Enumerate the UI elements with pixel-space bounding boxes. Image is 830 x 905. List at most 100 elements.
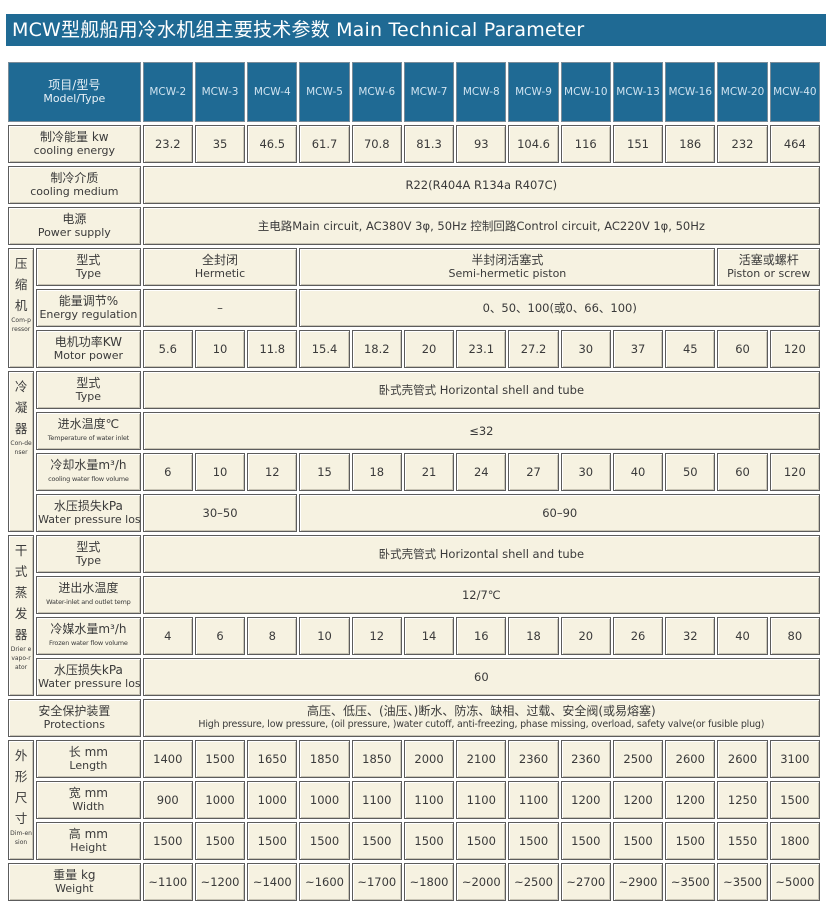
value-cell: 26 [612,617,664,655]
value-cell: 3100 [769,740,820,778]
value-cell: ~2900 [612,863,664,901]
row-label: 冷媒水量m³/h Frozen water flow volume [36,617,141,655]
value-cell: 2000 [403,740,455,778]
row-label-cn: 型式 [76,540,101,554]
row-label: 高 mm Height [36,822,141,860]
row-label-en: cooling water flow volume [48,475,129,483]
value-cell: 12 [351,617,402,655]
row-label-en: cooling medium [30,185,119,198]
table-row: 干式蒸发器 Drier evapo-rator 型式 Type 卧式壳管式 Horizo… [8,535,820,696]
value-cell: 11.8 [247,330,298,368]
value-cn: 高压、低压、(油压、)断水、防冻、缺相、过载、安全阀(或易熔塞) [306,704,656,718]
row-label-en: Water pressure loss [38,513,141,526]
value-cell: 活塞或螺杆 Piston or screw [717,248,820,286]
group-label: 外形尺寸 Dim-ension [8,740,35,860]
model-header-mcw-13: MCW-13 [612,62,664,122]
value-cell: 6 [194,617,246,655]
value-cell: 70.8 [351,125,402,163]
value-cell: 1100 [351,781,402,819]
group-label-cn: 压缩机 [14,256,28,313]
table-row: 进水温度℃ Temperature of water inlet ≤32 [8,412,820,450]
row-label-en: Width [72,800,105,813]
row-label-en: Frozen water flow volume [49,639,128,647]
value-cell: 120 [769,453,820,491]
table-row: 外形尺寸 Dim-ension 长 mm Length 1400 1500 1650 1850… [8,740,820,860]
value-cell: 1100 [508,781,559,819]
value-cell: ~1800 [403,863,455,901]
row-label-en: Motor power [53,349,124,362]
table-row: 高 mm Height 1500 1500 1500 1500 1500 1500 1500 15… [8,822,820,860]
value-en: Semi-hermetic piston [448,267,567,280]
value-cell: 40 [717,617,768,655]
row-label-cn: 高 mm [68,827,108,841]
row-label-cn: 重量 kg [53,868,96,882]
row-label: 型式 Type [36,535,141,573]
value-cell: 60 [717,453,768,491]
value-cell: ~3500 [665,863,716,901]
page-title: MCW型舰船用冷水机组主要技术参数 Main Technical Paramet… [6,14,826,46]
value-cn: 半封闭活塞式 [471,253,544,267]
value-cell: 10 [194,453,246,491]
value-cell: 45 [665,330,716,368]
header-label-cn: 项目/型号 [48,78,101,92]
value-cell: 21 [403,453,455,491]
group-label-cn: 冷凝器 [14,379,28,436]
value-cell: 60–90 [299,494,820,532]
group-label-en: Com-pressor [11,317,31,333]
value-cell: 60 [142,658,820,696]
row-label-en: Type [75,267,102,280]
value-cell: 32 [665,617,716,655]
model-header-mcw-10: MCW-10 [560,62,611,122]
table-row: 制冷能量 kw cooling energy 23.2 35 46.5 61.7 70.8 8… [8,125,820,163]
value-cell: R22(R404A R134a R407C) [142,166,820,204]
table-row: 重量 kg Weight ~1100 ~1200 ~1400 ~1600 ~1700 ~180… [8,863,820,901]
model-header-mcw-5: MCW-5 [299,62,350,122]
row-label: 重量 kg Weight [8,863,141,901]
row-label-en: Weight [55,882,94,895]
value-cell: 104.6 [508,125,559,163]
value-cell: 1500 [194,822,246,860]
row-label-cn: 水压损失kPa [53,499,123,513]
row-label-en: Power supply [37,226,111,239]
row-label-en: Water-inlet and outlet temp [46,598,131,606]
value-cell: 35 [194,125,246,163]
row-label: 型式 Type [36,248,141,286]
row-label: 能量调节% Energy regulation [36,289,141,327]
row-label-en: Height [70,841,107,854]
table-row: 安全保护装置 Protections 高压、低压、(油压、)断水、防冻、缺相、过载、… [8,699,820,737]
value-cell: ~2000 [456,863,507,901]
row-label-en: cooling energy [33,144,116,157]
value-cell: 1850 [351,740,402,778]
table-row: 冷媒水量m³/h Frozen water flow volume 4 6 8 10 12 1… [8,617,820,655]
value-cell: 1500 [560,822,611,860]
group-label-en: Drier evapo-rator [10,646,32,671]
row-label-en: Temperature of water inlet [47,434,130,442]
value-cell: 6 [142,453,193,491]
table-row: 压缩机 Com-pressor 型式 Type 全封闭 Hermetic 半封闭活塞式 Sem… [8,248,820,368]
header-row: 项目/型号 Model/Type MCW-2 MCW-3 MCW-4 MCW-5 MCW-6… [8,62,820,122]
value-cell: 高压、低压、(油压、)断水、防冻、缺相、过载、安全阀(或易熔塞) High pre… [142,699,820,737]
value-cell: 2100 [456,740,507,778]
value-cell: 18 [508,617,559,655]
value-cell: 151 [612,125,664,163]
model-header-mcw-3: MCW-3 [194,62,246,122]
value-cell: 15 [299,453,350,491]
value-cell: 1500 [351,822,402,860]
value-cell: 50 [665,453,716,491]
value-cell: 186 [665,125,716,163]
row-label: 长 mm Length [36,740,141,778]
value-cell: 1550 [717,822,768,860]
value-cell: 116 [560,125,611,163]
value-cell: 10 [299,617,350,655]
table-row: 水压损失kPa Water pressure loss 60 [8,658,820,696]
value-cn: 活塞或螺杆 [738,253,799,267]
table-row: 电机功率KW Motor power 5.6 10 11.8 15.4 18.2 20 23.1… [8,330,820,368]
row-label-cn: 型式 [76,253,101,267]
group-label-en: Dim-ension [10,830,32,846]
value-cell: ~1100 [142,863,193,901]
value-cell: 18.2 [351,330,402,368]
row-label-cn: 能量调节% [58,294,119,308]
row-label-cn: 进水温度℃ [57,417,120,431]
group-label: 干式蒸发器 Drier evapo-rator [8,535,35,696]
value-cell: 主电路Main circuit, AC380V 3φ, 50Hz 控制回路Con… [142,207,820,245]
